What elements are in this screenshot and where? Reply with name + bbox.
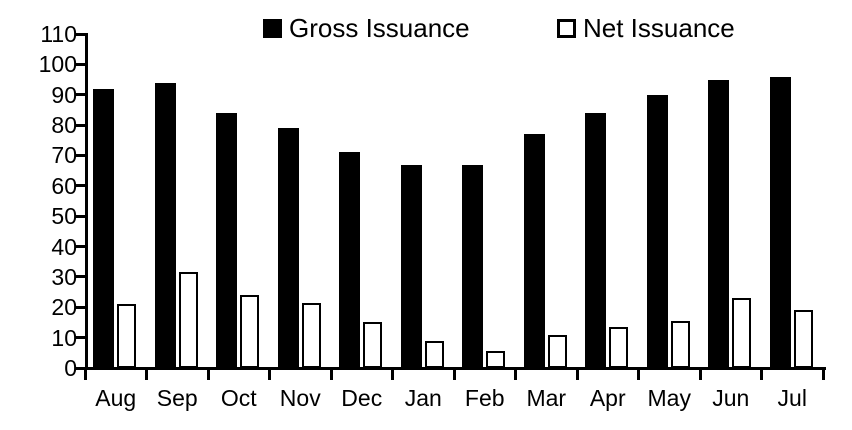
gross-bar-nov (277, 128, 299, 368)
x-tick-8 (575, 367, 579, 380)
x-tick-5 (391, 367, 394, 380)
y-tick-50 (76, 214, 88, 218)
x-tick-7 (514, 367, 517, 380)
x-tick-11 (760, 367, 763, 380)
x-tick-label-may: May (647, 385, 691, 411)
y-tick-label-70: 70 (51, 142, 77, 169)
y-tick-110 (76, 32, 88, 36)
net-bar-apr (609, 327, 628, 368)
x-tick-0 (83, 367, 87, 380)
net-bar-mar (547, 334, 567, 368)
x-tick-label-sep: Sep (156, 385, 198, 411)
legend-item-gross-issuance: Gross Issuance (263, 13, 470, 43)
net-bar-jul (793, 310, 813, 368)
y-tick-label-40: 40 (51, 233, 77, 260)
x-tick-3 (268, 367, 271, 380)
y-tick-100 (76, 62, 88, 66)
x-tick-label-nov: Nov (279, 385, 321, 411)
y-tick-60 (76, 184, 88, 188)
gross-bar-jun (708, 79, 729, 368)
net-bar-dec (363, 322, 382, 368)
x-tick-6 (452, 367, 456, 380)
x-axis-line (85, 367, 826, 370)
x-tick-label-aug: Aug (95, 385, 137, 411)
x-tick-1 (145, 367, 148, 380)
y-tick-label-100: 100 (38, 51, 77, 78)
net-bar-jun (732, 298, 751, 368)
net-bar-sep (178, 272, 198, 368)
x-tick-label-feb: Feb (464, 385, 505, 411)
gross-issuance-swatch-icon (263, 18, 282, 38)
legend-label-gross-issuance: Gross Issuance (289, 13, 470, 43)
y-tick-label-0: 0 (64, 355, 77, 381)
y-tick-label-60: 60 (51, 172, 77, 199)
x-tick-label-jun: Jun (712, 385, 750, 411)
legend-label-net-issuance: Net Issuance (583, 13, 735, 43)
x-tick-9 (637, 367, 640, 380)
y-tick-label-50: 50 (51, 203, 77, 230)
net-bar-nov (301, 302, 321, 368)
y-tick-label-90: 90 (51, 81, 77, 108)
y-tick-90 (76, 93, 88, 97)
y-tick-20 (76, 305, 88, 309)
x-tick-4 (329, 367, 333, 380)
gross-bar-aug (93, 88, 114, 368)
net-bar-aug (117, 304, 136, 368)
x-tick-label-jul: Jul (777, 385, 807, 411)
y-tick-10 (76, 336, 88, 340)
y-tick-0 (76, 366, 88, 370)
y-tick-label-110: 110 (40, 21, 77, 47)
legend-item-net-issuance: Net Issuance (557, 13, 735, 43)
x-tick-12 (821, 367, 825, 380)
x-tick-label-jan: Jan (404, 385, 442, 411)
gross-bar-may (646, 94, 668, 368)
gross-bar-jul (769, 76, 791, 368)
gross-bar-jan (400, 164, 422, 368)
gross-bar-apr (585, 112, 606, 368)
net-bar-jan (424, 340, 444, 368)
y-tick-70 (76, 153, 88, 157)
x-tick-label-dec: Dec (341, 385, 383, 411)
x-tick-label-mar: Mar (526, 385, 567, 411)
net-bar-oct (240, 295, 259, 368)
y-tick-label-20: 20 (51, 294, 77, 321)
y-axis-line (85, 34, 88, 370)
y-tick-80 (76, 123, 88, 127)
x-tick-label-apr: Apr (589, 385, 626, 411)
y-tick-30 (76, 275, 88, 279)
gross-bar-sep (154, 82, 176, 368)
gross-bar-mar (523, 134, 545, 368)
x-tick-2 (206, 367, 210, 380)
net-bar-may (670, 320, 690, 368)
gross-bar-feb (462, 164, 483, 368)
x-tick-label-oct: Oct (220, 385, 257, 411)
net-issuance-swatch-icon (557, 18, 576, 38)
y-tick-label-30: 30 (51, 263, 77, 290)
x-tick-10 (698, 367, 702, 380)
gross-bar-dec (339, 152, 360, 368)
y-tick-40 (76, 245, 88, 249)
y-tick-label-10: 10 (51, 324, 77, 351)
gross-bar-oct (216, 112, 237, 368)
y-tick-label-80: 80 (51, 112, 77, 139)
